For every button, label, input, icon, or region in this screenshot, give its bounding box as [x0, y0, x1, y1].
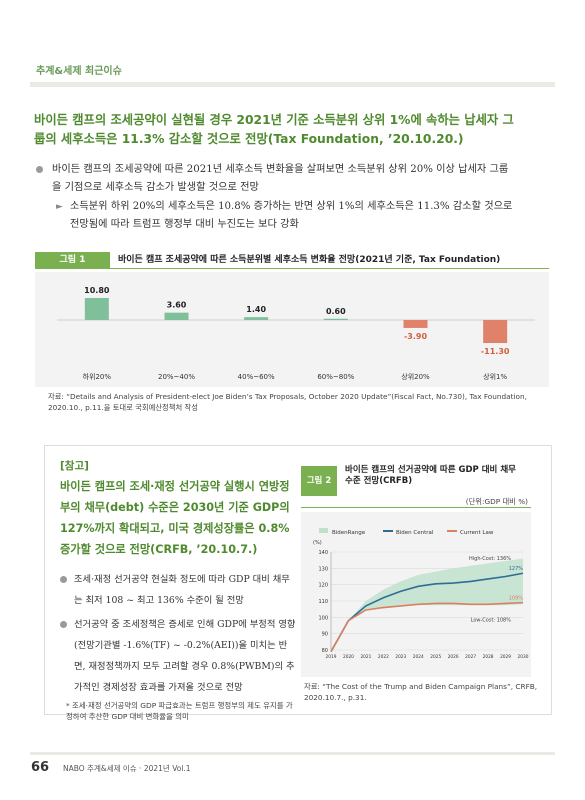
bar-value-label-5: -11.30 — [481, 347, 510, 356]
figure2-chart-area: BidenRange Biden Central Current Law (%) 80 9… — [301, 512, 531, 677]
reference-header: [참고] — [60, 460, 89, 472]
bar-3 — [323, 318, 348, 320]
legend-label-0: BidenRange — [332, 530, 366, 536]
figure2-title: 바이든 캠프의 선거공약에 따른 GDP 대비 채무 수준 전망(CRFB) — [345, 465, 516, 486]
y-tick-label-4: 120 — [318, 583, 328, 589]
y-tick-label-2: 100 — [318, 615, 328, 621]
figure1-bar-chart: 10.80 하위20% 3.60 20%~40% 1.40 40%~60% 0.60 60%~… — [57, 286, 535, 381]
x-tick-label-10: 2029 — [500, 654, 511, 660]
reference-bullet-1: 조세·재정 선거공약 현실화 정도에 따라 GDP 대비 채무는 최저 108 … — [60, 569, 296, 611]
category-label-2: 40%~60% — [238, 373, 275, 381]
y-tick-label-3: 110 — [318, 599, 328, 605]
figure2-label: 그림 2 — [301, 466, 337, 496]
bullet-text: 바이든 캠프의 조세공약에 따른 2021년 세후소득 변화율을 살펴보면 소득… — [52, 164, 509, 193]
bar-value-label-4: -3.90 — [404, 332, 427, 341]
headline: 바이든 캠프의 조세공약이 실현될 경우 2021년 기준 소득분위 상위 1%… — [34, 113, 514, 146]
category-label-0: 하위20% — [83, 372, 112, 381]
x-tick-label-1: 2020 — [343, 654, 354, 660]
annotation-high-cost: High-Cost: 136% — [469, 556, 511, 562]
category-label-1: 20%~40% — [158, 373, 195, 381]
figure1-chart-area: 10.80 하위20% 3.60 20%~40% 1.40 40%~60% 0.60 60%~… — [35, 272, 549, 387]
figure1-divider — [35, 268, 549, 269]
annotation-low-cost: Low-Cost: 108% — [471, 617, 512, 623]
bar-value-label-2: 1.40 — [246, 305, 266, 314]
y-tick-label-1: 90 — [322, 632, 328, 638]
bar-value-label-0: 10.80 — [84, 286, 110, 295]
bullet-paragraph: 바이든 캠프의 조세공약에 따른 2021년 세후소득 변화율을 살펴보면 소득… — [36, 161, 516, 197]
y-tick-label-0: 80 — [322, 648, 328, 654]
footer-text: NABO 추계&세제 이슈 · 2021년 Vol.1 — [63, 764, 191, 773]
x-tick-label-7: 2026 — [448, 654, 459, 660]
x-tick-label-2: 2021 — [360, 654, 371, 660]
y-axis-unit-label: (%) — [313, 540, 322, 546]
bullet-dot-icon — [60, 576, 67, 583]
reference-title: 바이든 캠프의 조세·재정 선거공약 실행시 연방정부의 채무(debt) 수준… — [60, 480, 290, 556]
x-tick-label-0: 2019 — [326, 654, 337, 660]
bullet-dot-icon — [36, 166, 43, 173]
figure2-source: 자료: “The Cost of the Trump and Biden Cam… — [304, 682, 538, 702]
reference-bullet-2-text: 선거공약 중 조세정책은 증세로 인해 GDP에 부정적 영향(전망기관별 -1… — [74, 619, 296, 693]
figure1-title: 바이든 캠프 조세공약에 따른 소득분위별 세후소득 변화율 전망(2021년 … — [118, 255, 501, 265]
y-tick-label-5: 130 — [318, 566, 328, 572]
category-label-4: 상위20% — [401, 372, 430, 381]
x-tick-label-5: 2024 — [413, 654, 424, 660]
x-tick-label-4: 2023 — [395, 654, 406, 660]
series-line-0 — [330, 572, 524, 653]
x-tick-label-6: 2025 — [430, 654, 441, 660]
figure1-source: 자료: “Details and Analysis of President-e… — [48, 392, 527, 412]
figure2-unit: (단위:GDP 대비 %) — [465, 497, 528, 506]
triangle-arrow-icon: ► — [56, 202, 63, 212]
figure1-label: 그림 1 — [35, 252, 110, 268]
bar-1 — [164, 312, 189, 320]
annotation-biden-central: 127% — [509, 566, 524, 572]
legend-label-1: Biden Central — [396, 530, 434, 536]
reference-bullet-2: 선거공약 중 조세정책은 증세로 인해 GDP에 부정적 영향(전망기관별 -1… — [60, 614, 296, 698]
bar-0 — [84, 298, 109, 320]
series-line-1 — [330, 601, 524, 653]
biden-range-band — [331, 558, 523, 652]
sub-bullet-text: 소득분위 하위 20%의 세후소득은 10.8% 증가하는 반면 상위 1%의 … — [70, 201, 513, 230]
category-label-3: 60%~80% — [317, 373, 354, 381]
bar-5 — [483, 320, 508, 344]
y-tick-label-6: 140 — [318, 550, 328, 556]
x-tick-label-11: 2030 — [518, 654, 529, 660]
legend-label-2: Current Law — [460, 530, 494, 536]
bar-2 — [244, 317, 269, 320]
x-tick-label-8: 2027 — [465, 654, 476, 660]
x-tick-label-9: 2028 — [483, 654, 494, 660]
sub-bullet-paragraph: ► 소득분위 하위 20%의 세후소득은 10.8% 증가하는 반면 상위 1%… — [56, 198, 518, 234]
section-label: 추계&세제 최근이슈 — [36, 66, 122, 77]
category-label-5: 상위1% — [483, 372, 507, 381]
page-number: 66 — [31, 760, 50, 775]
bar-4 — [403, 320, 428, 328]
bar-value-label-1: 3.60 — [167, 301, 187, 310]
figure2-line-chart: BidenRange Biden Central Current Law (%) 80 9… — [313, 528, 529, 660]
top-divider — [30, 82, 555, 87]
reference-note: * 조세·재정 선거공약의 GDP 파급효과는 트럼프 행정부의 제도 유지를 … — [66, 701, 293, 721]
bar-value-label-3: 0.60 — [326, 307, 346, 316]
bullet-dot-icon — [60, 621, 67, 628]
x-tick-label-3: 2022 — [378, 654, 389, 660]
figure2-divider — [301, 507, 531, 508]
legend-swatch-0 — [319, 528, 328, 533]
reference-bullet-1-text: 조세·재정 선거공약 현실화 정도에 따라 GDP 대비 채무는 최저 108 … — [74, 574, 290, 606]
annotation-current-law: 109% — [509, 596, 524, 602]
footer-divider — [30, 752, 555, 755]
